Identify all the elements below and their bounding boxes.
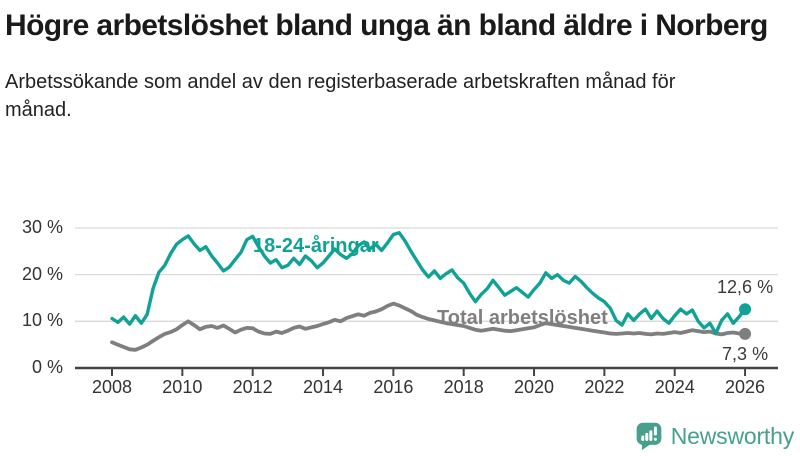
brand-name: Newsworthy — [670, 422, 794, 449]
brand-footer: Newsworthy — [634, 420, 794, 452]
x-tick-label-2026: 2026 — [725, 377, 766, 397]
series-line-1 — [110, 301, 747, 352]
series-label-youth: 18-24-åringar — [253, 235, 379, 257]
x-tick-label-2018: 2018 — [443, 377, 484, 397]
newsworthy-logo-icon — [636, 422, 662, 451]
x-tick-label-2020: 2020 — [514, 377, 555, 397]
x-tick-label-2024: 2024 — [654, 377, 695, 397]
x-tick-label-2022: 2022 — [584, 377, 625, 397]
end-value-label-0: 12,6 % — [717, 277, 774, 298]
x-tick-label-2010: 2010 — [162, 377, 203, 397]
series-end-dot-1 — [739, 327, 752, 340]
x-tick-label-2012: 2012 — [232, 377, 273, 397]
series-end-dot-0 — [739, 303, 752, 316]
series-label-total: Total arbetslöshet — [437, 307, 608, 329]
y-tick-label-30: 30 % — [21, 216, 63, 237]
x-tick-label-2014: 2014 — [302, 377, 344, 397]
x-tick-label-2008: 2008 — [91, 377, 133, 397]
page-title: Högre arbetslöshet bland unga än bland ä… — [5, 9, 768, 42]
x-tick-label-2016: 2016 — [373, 377, 414, 397]
y-tick-label-20: 20 % — [21, 263, 63, 284]
y-tick-label-10: 10 % — [21, 310, 63, 331]
y-tick-label-0: 0 % — [31, 357, 63, 377]
series-line-0 — [110, 230, 747, 336]
end-value-label-1: 7,3 % — [722, 343, 769, 364]
page-subtitle: Arbetssökande som andel av den registerb… — [5, 71, 676, 122]
